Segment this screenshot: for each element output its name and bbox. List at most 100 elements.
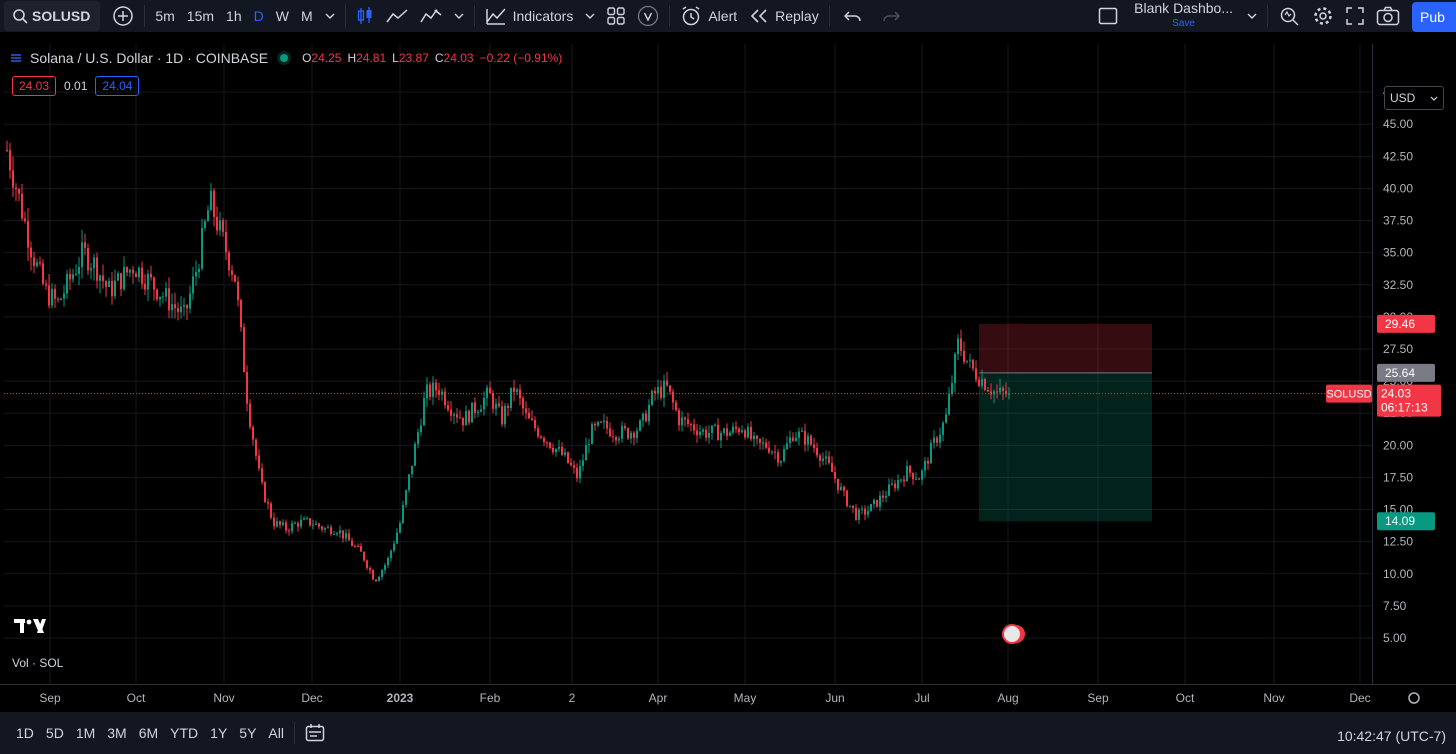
redo-button[interactable]: [872, 2, 910, 30]
candle-body: [348, 533, 350, 541]
candle-body: [600, 421, 602, 423]
candle-body: [768, 447, 770, 453]
toolbar-divider: [293, 722, 295, 744]
range-5y-button[interactable]: 5Y: [239, 725, 257, 741]
time-tick-label: Feb: [480, 691, 501, 705]
snapshot-button[interactable]: [1370, 2, 1406, 30]
templates-button[interactable]: [601, 2, 631, 30]
sell-button[interactable]: 24.03: [12, 76, 57, 96]
time-axis[interactable]: Sep Oct Nov Dec 2023 Feb 2 Apr May Jun Jul Aug Sep Oc…: [0, 684, 1456, 710]
candle-body: [339, 530, 341, 534]
candle-body: [363, 551, 365, 561]
hamburger-icon[interactable]: [10, 52, 22, 64]
candle-body: [765, 442, 767, 448]
layout-name-button[interactable]: Blank Dashbo... Save: [1134, 1, 1233, 31]
candle-body: [645, 413, 647, 422]
candle-body: [822, 458, 824, 461]
fullscreen-button[interactable]: [1340, 2, 1370, 30]
interval-15m-button[interactable]: 15m: [186, 8, 215, 24]
price-axis[interactable]: 5.007.5010.0012.5015.0017.5020.0022.5025…: [1372, 44, 1456, 684]
candle-body: [369, 568, 371, 571]
candle-body: [213, 190, 215, 217]
price-tick-label: 7.50: [1383, 599, 1407, 613]
candle-body: [228, 252, 230, 271]
candle-body: [33, 257, 35, 266]
candle-body: [174, 304, 176, 309]
candle-body: [615, 437, 617, 441]
undo-button[interactable]: [834, 2, 872, 30]
interval-d-button[interactable]: D: [253, 8, 264, 24]
candle-body: [324, 528, 326, 530]
settings-button[interactable]: [1306, 2, 1340, 30]
time-tick-label: Jul: [914, 691, 929, 705]
candle-body: [849, 505, 851, 507]
rewind-icon: [749, 8, 769, 24]
candle-body: [819, 455, 821, 461]
close-label: C: [434, 51, 444, 65]
range-ytd-button[interactable]: YTD: [170, 725, 199, 741]
gear-icon: [1312, 5, 1334, 27]
candle-body: [513, 387, 515, 392]
candle-body: [609, 428, 611, 437]
range-6m-button[interactable]: 6M: [138, 725, 159, 741]
candle-body: [171, 304, 173, 311]
chart-type-dropdown-button[interactable]: [448, 2, 470, 30]
publish-button[interactable]: Pub: [1412, 2, 1456, 32]
layout-button[interactable]: [1092, 2, 1124, 30]
volume-legend[interactable]: Vol · SOL: [12, 656, 64, 670]
timezone-clock[interactable]: 10:42:47 (UTC-7): [1337, 728, 1446, 744]
candle-body: [702, 429, 704, 432]
candle-body: [402, 504, 404, 524]
candle-body: [120, 273, 122, 290]
range-3m-button[interactable]: 3M: [107, 725, 127, 741]
candle-body: [282, 522, 284, 525]
buy-button[interactable]: 24.04: [95, 76, 140, 96]
layout-dropdown-button[interactable]: [1241, 2, 1263, 30]
chart-pane[interactable]: SOLUSD: [4, 44, 1372, 684]
candle-body: [198, 268, 200, 273]
candle-body: [381, 569, 383, 577]
candle-body: [396, 532, 398, 544]
chart-type-area-button[interactable]: [414, 2, 448, 30]
indicators-dropdown-button[interactable]: [579, 2, 601, 30]
chevron-down-icon: [454, 13, 464, 19]
go-to-date-button[interactable]: [299, 719, 333, 747]
chart-type-candles-button[interactable]: [350, 2, 380, 30]
interval-1h-button[interactable]: 1h: [226, 8, 242, 24]
market-status-dot[interactable]: [280, 54, 289, 62]
candle-body: [576, 467, 578, 479]
interval-dropdown-button[interactable]: [319, 2, 341, 30]
candle-body: [297, 523, 299, 527]
range-1d-button[interactable]: 1D: [16, 725, 34, 741]
candle-body: [132, 269, 134, 274]
currency-select[interactable]: USD: [1384, 86, 1444, 110]
candlestick-chart[interactable]: SOLUSD: [4, 44, 1372, 684]
candle-body: [816, 448, 818, 456]
indicators-button[interactable]: Indicators: [479, 2, 580, 30]
range-all-button[interactable]: All: [268, 725, 284, 741]
candle-body: [261, 468, 263, 483]
interval-5m-button[interactable]: 5m: [155, 8, 175, 24]
symbol-search-button[interactable]: SOLUSD: [4, 1, 101, 31]
interval-w-button[interactable]: W: [275, 8, 289, 24]
toolbar-divider: [144, 5, 146, 27]
last-price-label: 24.03: [1381, 387, 1411, 401]
candle-body: [642, 413, 644, 421]
range-1y-button[interactable]: 1Y: [210, 725, 228, 741]
candle-body: [204, 221, 206, 228]
close-value: 24.03: [443, 51, 474, 65]
candle-body: [237, 281, 239, 300]
chart-type-line-button[interactable]: [380, 2, 414, 30]
alert-button[interactable]: Alert: [674, 2, 743, 30]
tradingview-logo[interactable]: [14, 618, 46, 637]
script-button[interactable]: [631, 2, 665, 30]
undo-icon: [843, 9, 862, 23]
range-1m-button[interactable]: 1M: [75, 725, 96, 741]
interval-m-button[interactable]: M: [300, 8, 313, 24]
replay-button[interactable]: Replay: [743, 2, 825, 30]
compare-add-button[interactable]: [106, 2, 140, 30]
range-5d-button[interactable]: 5D: [45, 725, 64, 741]
quick-search-button[interactable]: [1272, 2, 1306, 30]
candle-body: [477, 411, 479, 413]
legend-title[interactable]: Solana / U.S. Dollar · 1D · COINBASE: [30, 50, 269, 66]
